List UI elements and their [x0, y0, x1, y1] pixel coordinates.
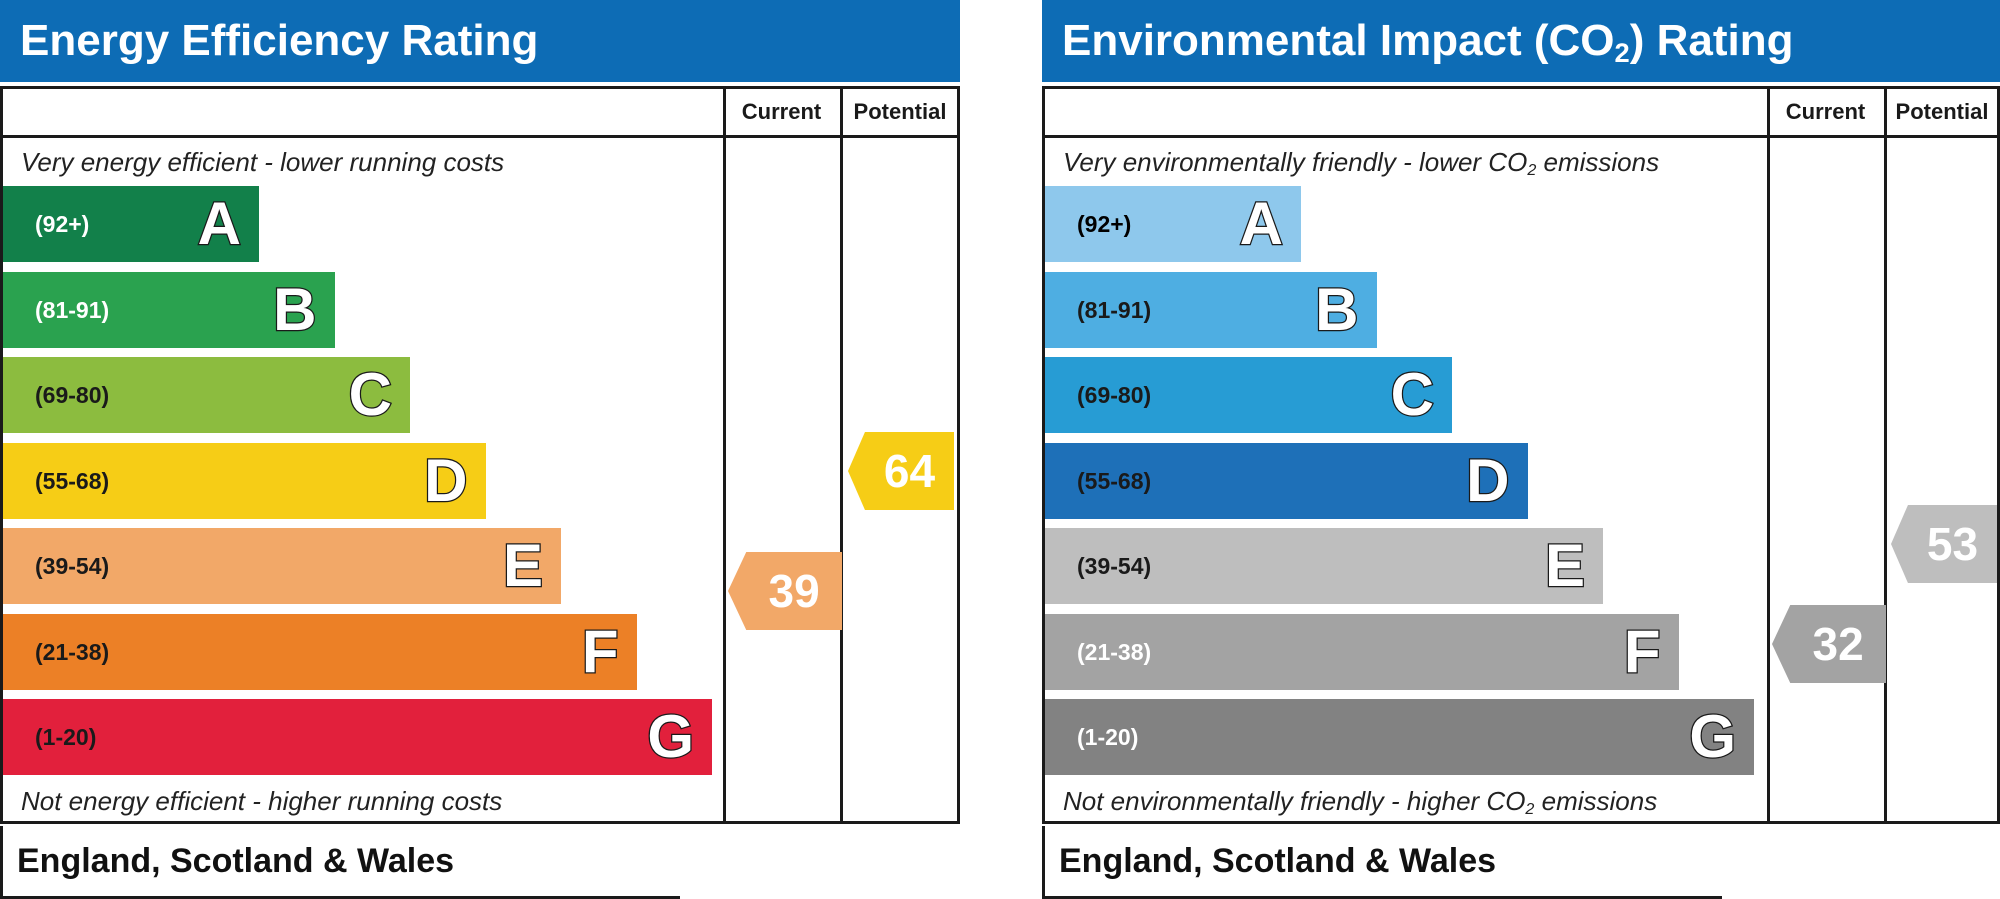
band-g: (1-20) G [3, 699, 712, 775]
band-g: (1-20) G [1045, 699, 1754, 775]
band-letter: G [1688, 702, 1737, 772]
band-range-label: (92+) [35, 211, 90, 237]
potential-rating-pointer: 64 [848, 432, 954, 510]
region-label: England, Scotland & Wales [17, 842, 455, 880]
band-a: (92+) A [3, 186, 259, 262]
current-rating-value: 39 [768, 565, 820, 617]
band-range-label: (21-38) [1077, 638, 1152, 665]
band-range-label: (69-80) [1077, 382, 1152, 408]
energy-efficiency-chart: Energy Efficiency Rating Current Potenti… [0, 0, 960, 899]
chart-title: Environmental Impact (CO2) Rating [1042, 0, 2000, 82]
region-footer: England, Scotland & Wales [0, 826, 680, 899]
potential-column-header: Potential [853, 99, 947, 124]
rating-grid: Current Potential Very energy efficient … [0, 86, 960, 824]
band-letter: D [423, 445, 469, 515]
band-c: (69-80) C [3, 357, 410, 433]
band-f: (21-38) F [1045, 613, 1679, 690]
current-column-header: Current [741, 99, 822, 124]
band-letter: F [1623, 616, 1662, 686]
chart-title: Energy Efficiency Rating [0, 0, 960, 82]
header-divider [3, 135, 957, 138]
top-scale-note: Very environmentally friendly - lower CO… [1063, 147, 1660, 180]
band-c: (69-80) C [1045, 357, 1452, 433]
band-range-label: (55-68) [1077, 467, 1152, 494]
potential-rating-value: 53 [1926, 518, 1979, 570]
band-range-label: (92+) [1077, 211, 1132, 237]
column-divider [1767, 89, 1770, 821]
band-range-label: (39-54) [1077, 553, 1152, 579]
top-scale-note: Very energy efficient - lower running co… [21, 147, 505, 177]
band-range-label: (1-20) [1077, 724, 1139, 750]
band-letter: A [196, 189, 242, 259]
band-letter: F [581, 616, 620, 686]
band-range-label: (1-20) [35, 724, 97, 750]
band-d: (55-68) D [3, 442, 486, 519]
band-letter: D [1465, 445, 1511, 515]
column-divider [840, 89, 843, 821]
region-footer: England, Scotland & Wales [1042, 826, 1722, 899]
band-range-label: (69-80) [35, 382, 110, 408]
potential-rating-value: 64 [883, 445, 936, 497]
band-a: (92+) A [1045, 186, 1301, 262]
band-d: (55-68) D [1045, 442, 1528, 519]
band-letter: E [1544, 531, 1587, 601]
band-letter: C [347, 360, 393, 430]
current-rating-pointer: 39 [728, 552, 842, 630]
band-b: (81-91) B [1045, 271, 1377, 348]
current-rating-pointer: 32 [1772, 605, 1886, 683]
column-divider [723, 89, 726, 821]
band-range-label: (21-38) [35, 638, 110, 665]
current-rating-value: 32 [1812, 618, 1864, 670]
band-range-label: (81-91) [1077, 296, 1152, 323]
band-letter: B [272, 274, 318, 344]
environmental-impact-chart: Environmental Impact (CO2) Rating Curren… [1042, 0, 2000, 899]
header-divider [1045, 135, 1997, 138]
column-divider [1884, 89, 1887, 821]
band-e: (39-54) E [1045, 528, 1603, 604]
band-letter: A [1238, 189, 1284, 259]
band-e: (39-54) E [3, 528, 561, 604]
band-range-label: (55-68) [35, 467, 110, 494]
current-column-header: Current [1785, 99, 1866, 124]
rating-grid: Current Potential Very environmentally f… [1042, 86, 2000, 824]
bottom-scale-note: Not energy efficient - higher running co… [21, 786, 503, 816]
potential-rating-pointer: 53 [1891, 505, 1997, 583]
band-b: (81-91) B [3, 271, 335, 348]
region-label: England, Scotland & Wales [1059, 842, 1497, 880]
band-letter: E [502, 531, 545, 601]
band-letter: B [1314, 274, 1360, 344]
band-range-label: (39-54) [35, 553, 110, 579]
band-letter: C [1389, 360, 1435, 430]
bottom-scale-note: Not environmentally friendly - higher CO… [1063, 786, 1658, 819]
band-f: (21-38) F [3, 613, 637, 690]
band-letter: G [646, 702, 695, 772]
potential-column-header: Potential [1895, 99, 1989, 124]
band-range-label: (81-91) [35, 296, 110, 323]
